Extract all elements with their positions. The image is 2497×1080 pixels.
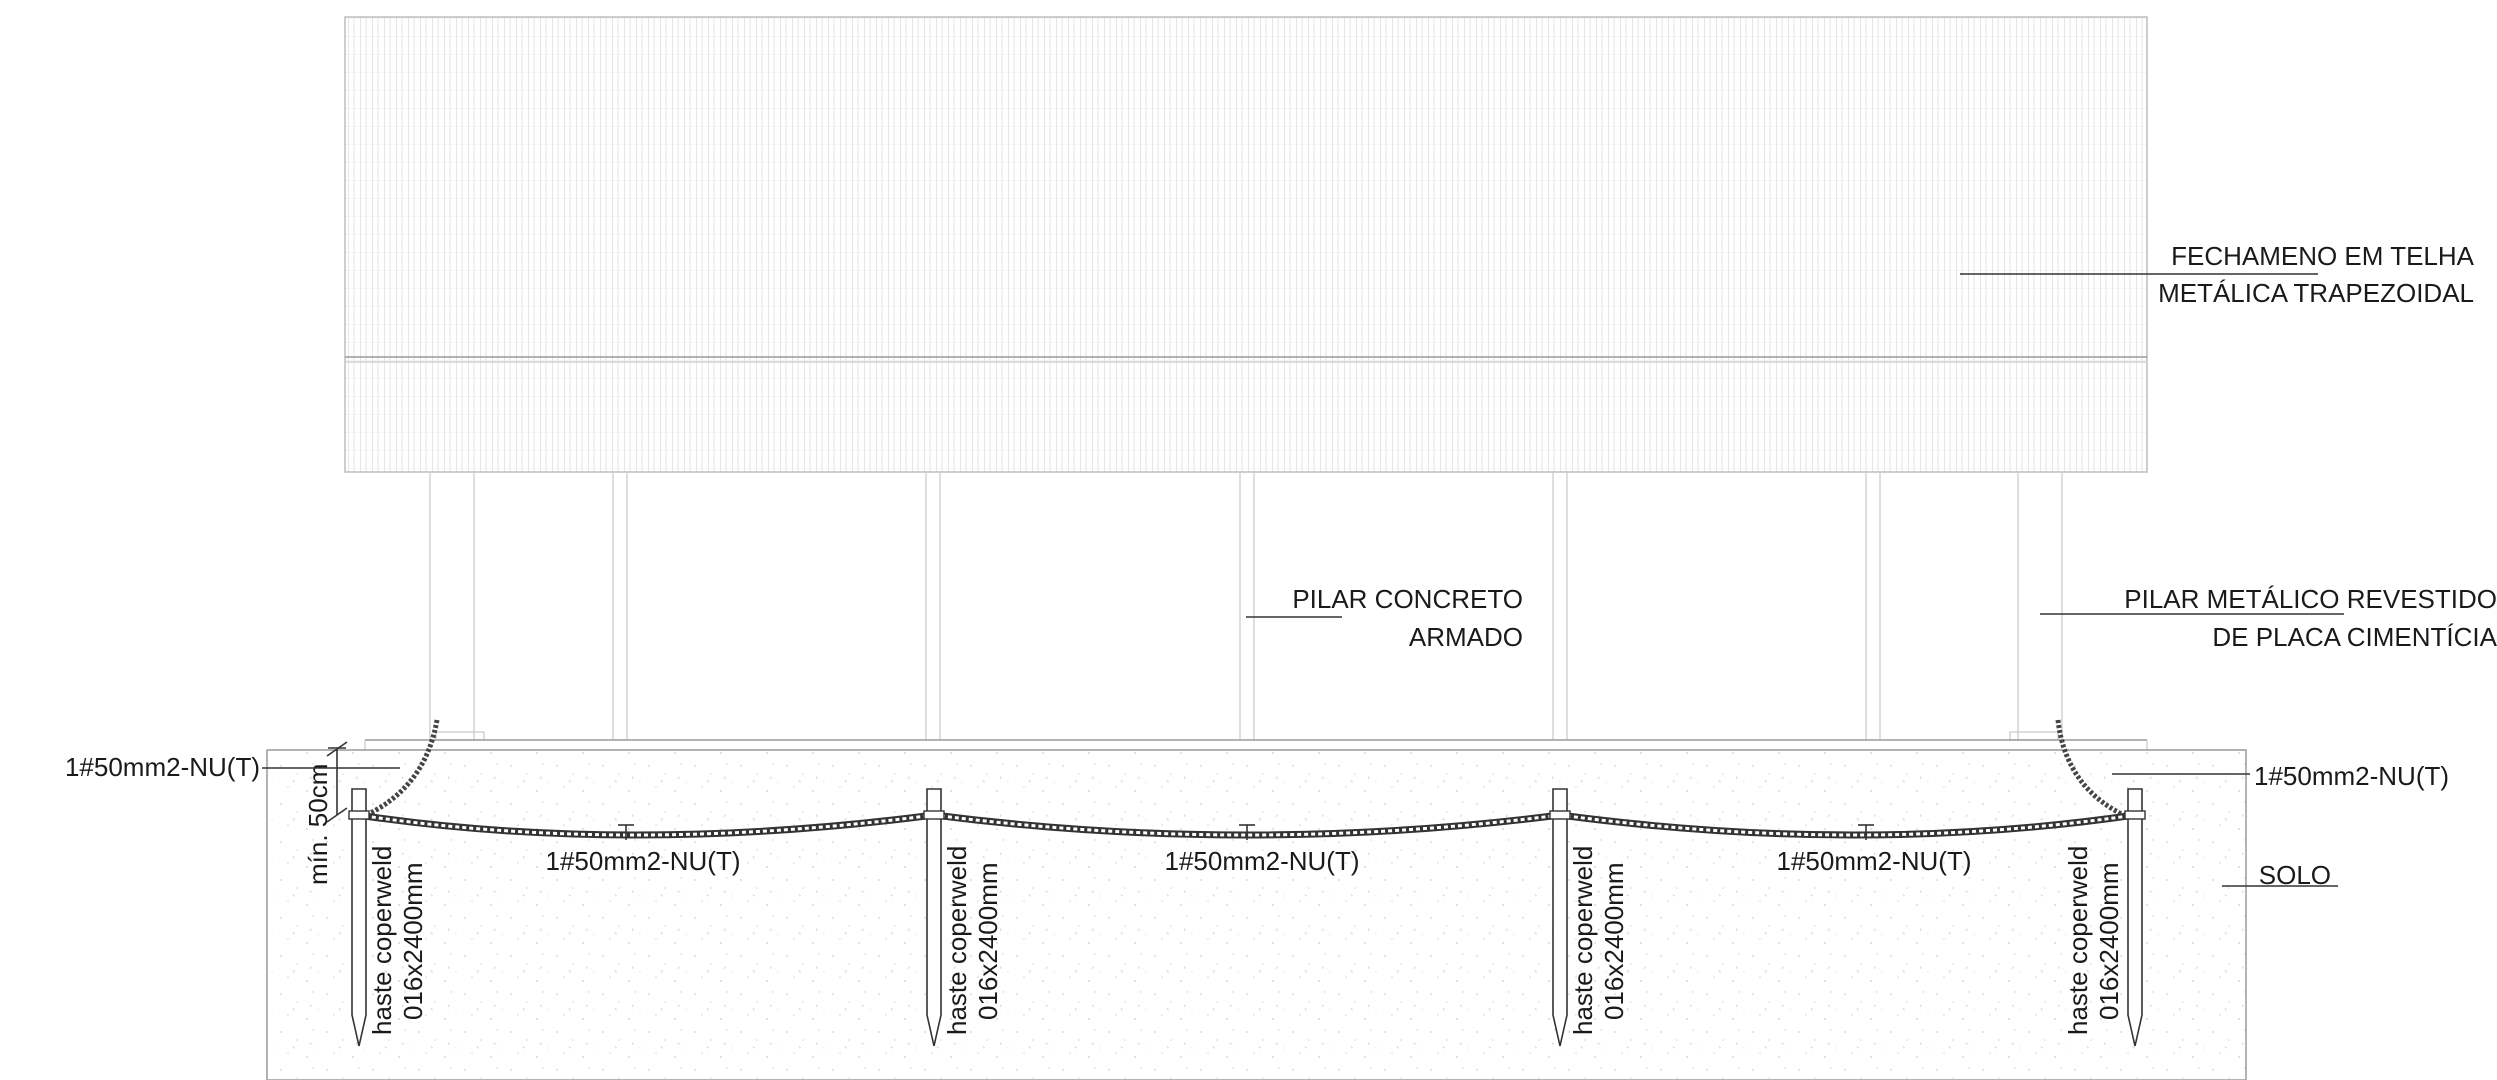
concrete-pillar-label-line1: PILAR CONCRETO xyxy=(1292,584,1523,614)
concrete-pillar-1 xyxy=(612,472,628,740)
concrete-pillar-3 xyxy=(1239,472,1255,740)
concrete-pillar-5 xyxy=(1865,472,1881,740)
roof-label-line1: FECHAMENO EM TELHA xyxy=(2171,241,2475,271)
metal-pillar-label-line2: DE PLACA CIMENTÍCIA xyxy=(2212,622,2497,652)
rod-label-2-line2: 016x2400mm xyxy=(973,862,1003,1020)
roof-label-line2: METÁLICA TRAPEZOIDAL xyxy=(2158,278,2474,308)
depth-label: mín. 50cm xyxy=(303,764,333,885)
metal-pillar-right xyxy=(2017,472,2063,740)
metal-pillar-label-line1: PILAR METÁLICO REVESTIDO xyxy=(2124,584,2497,614)
concrete-pillar-2 xyxy=(925,472,941,740)
rod-label-3-line2: 016x2400mm xyxy=(1599,862,1629,1020)
cable-label-left: 1#50mm2-NU(T) xyxy=(65,752,260,782)
roof-cladding xyxy=(344,16,2148,473)
pillar-base-plates xyxy=(435,731,2059,741)
rod-label-4-line2: 016x2400mm xyxy=(2094,862,2124,1020)
floor-slab xyxy=(364,739,2148,750)
ground-rod-4 xyxy=(2124,788,2146,1047)
cable-span-label-3: 1#50mm2-NU(T) xyxy=(1776,846,1971,876)
ground-cable xyxy=(357,811,2136,840)
metal-pillar-left xyxy=(429,472,475,740)
cable-span-label-1: 1#50mm2-NU(T) xyxy=(545,846,740,876)
rod-label-4-line1: haste coperweld xyxy=(2063,846,2093,1035)
cable-label-right: 1#50mm2-NU(T) xyxy=(2254,761,2449,791)
rod-label-1-line1: haste coperweld xyxy=(367,846,397,1035)
ground-rod-3 xyxy=(1549,788,1571,1047)
down-conductor-left xyxy=(359,719,440,821)
rod-label-2-line1: haste coperweld xyxy=(942,846,972,1035)
rod-label-3-line1: haste coperweld xyxy=(1568,846,1598,1035)
concrete-pillar-4 xyxy=(1552,472,1568,740)
leader-lines xyxy=(262,273,2344,887)
soil-block xyxy=(266,749,2247,1080)
rod-label-1-line2: 016x2400mm xyxy=(398,862,428,1020)
down-conductor-right xyxy=(2055,719,2132,821)
depth-dimension xyxy=(326,741,348,823)
ground-rod-1 xyxy=(348,788,370,1047)
cable-span-label-2: 1#50mm2-NU(T) xyxy=(1164,846,1359,876)
concrete-pillar-label-line2: ARMADO xyxy=(1409,622,1523,652)
ground-rod-2 xyxy=(923,788,945,1047)
soil-label: SOLO xyxy=(2259,860,2331,890)
